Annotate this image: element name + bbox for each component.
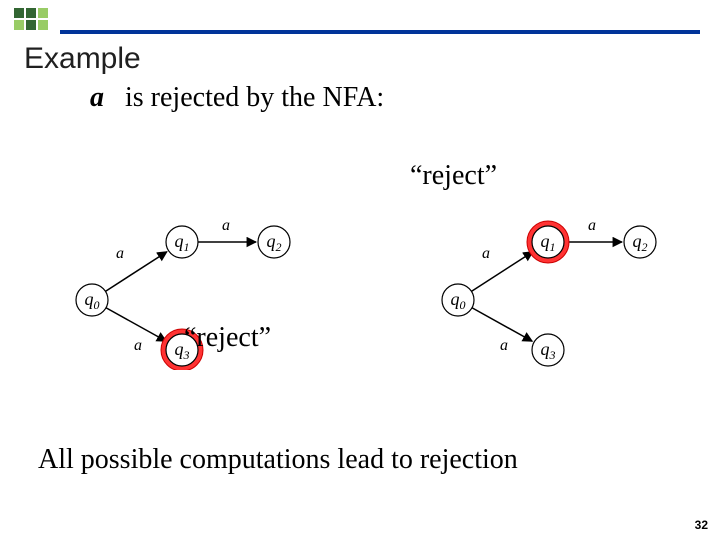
reject-label-left: “reject” bbox=[184, 322, 271, 354]
logo-squares bbox=[14, 8, 58, 36]
svg-text:a: a bbox=[500, 337, 508, 354]
svg-text:a: a bbox=[482, 245, 490, 262]
reject-label-right: “reject” bbox=[410, 160, 497, 192]
svg-text:a: a bbox=[134, 337, 142, 354]
svg-text:a: a bbox=[222, 217, 230, 234]
title-rule bbox=[60, 30, 700, 34]
svg-text:a: a bbox=[588, 217, 596, 234]
svg-text:a: a bbox=[116, 245, 124, 262]
page-number: 32 bbox=[695, 518, 708, 532]
slide-title: Example bbox=[24, 42, 141, 76]
subtitle: a is rejected by the NFA: bbox=[90, 82, 384, 114]
conclusion-text: All possible computations lead to reject… bbox=[38, 444, 518, 476]
nfa-diagram-right: aaaq0q1q2q3 bbox=[430, 210, 690, 375]
input-symbol: a bbox=[90, 82, 104, 113]
subtitle-text: is rejected by the NFA: bbox=[125, 82, 384, 113]
